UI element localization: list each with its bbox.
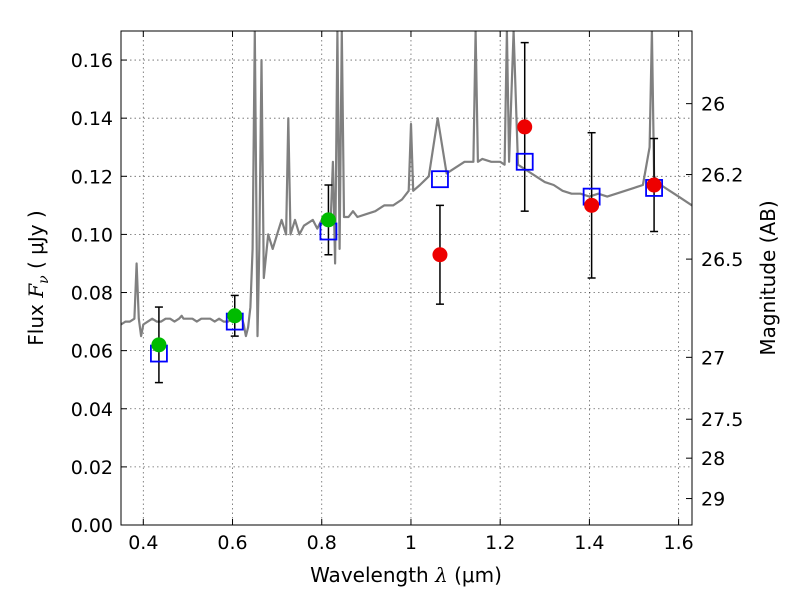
y-tick-label: 0.12 (71, 166, 113, 188)
green-data-point (227, 308, 243, 324)
y-tick-label: 0.06 (71, 341, 113, 363)
red-data-point (646, 177, 662, 193)
y-tick-label: 0.02 (71, 457, 113, 479)
plot-area (121, 31, 692, 384)
x-axis-label-unit: (μm) (448, 563, 502, 587)
red-data-point (432, 247, 448, 263)
x-axis-label-symbol: λ (434, 563, 448, 587)
x-tick-label: 1.2 (485, 532, 515, 554)
x-tick-label: 0.8 (307, 532, 337, 554)
green-data-point (151, 337, 167, 353)
grid (121, 31, 692, 526)
y-axis-label-symbol: F (24, 283, 48, 299)
y2-tick-label: 26 (701, 94, 725, 116)
model-photometry-square (431, 170, 449, 189)
y2-tick-label: 29 (701, 489, 725, 511)
x-tick-label: 1.4 (574, 532, 604, 554)
y2-axis-label: Magnitude (AB) (756, 200, 780, 355)
y-tick-label: 0.04 (71, 399, 113, 421)
y2-tick-label: 26.2 (701, 165, 743, 187)
y-tick-label: 0.10 (71, 224, 113, 246)
y-axis-label-unit: ( μJy ) (24, 210, 48, 275)
y2-tick-label: 28 (701, 448, 725, 470)
y2-tick-label: 26.5 (701, 249, 743, 271)
x-axis-label: Wavelength λ (μm) (310, 563, 502, 587)
y-axis-label-subscript: ν (36, 275, 52, 284)
model-photometry-square (515, 152, 534, 171)
y-tick-label: 0.00 (71, 515, 113, 537)
green-data-point (320, 212, 336, 228)
x-tick-label: 0.4 (128, 532, 158, 554)
plot-frame (120, 30, 693, 526)
y-axis-label: Flux Fν ( μJy ) (24, 210, 52, 345)
ticks: 0.4 0.6 0.8 1 1.2 1.4 1.6 0.00 0.02 0.04 0.06 0.08 0… (71, 31, 743, 554)
x-tick-label: 0.6 (217, 532, 247, 554)
y2-tick-label: 27 (701, 347, 725, 369)
model-spectrum-line (121, 31, 692, 338)
y-tick-label: 0.14 (71, 108, 113, 130)
y2-tick-label: 27.5 (701, 409, 743, 431)
y-axis-label-prefix: Flux (24, 298, 48, 346)
x-tick-label: 1.6 (664, 532, 694, 554)
y-tick-label: 0.08 (71, 283, 113, 305)
x-tick-label: 1 (405, 532, 417, 554)
y-tick-label: 0.16 (71, 50, 113, 72)
red-data-point (517, 119, 533, 135)
red-data-point (584, 197, 600, 213)
x-axis-label-prefix: Wavelength (310, 563, 435, 587)
